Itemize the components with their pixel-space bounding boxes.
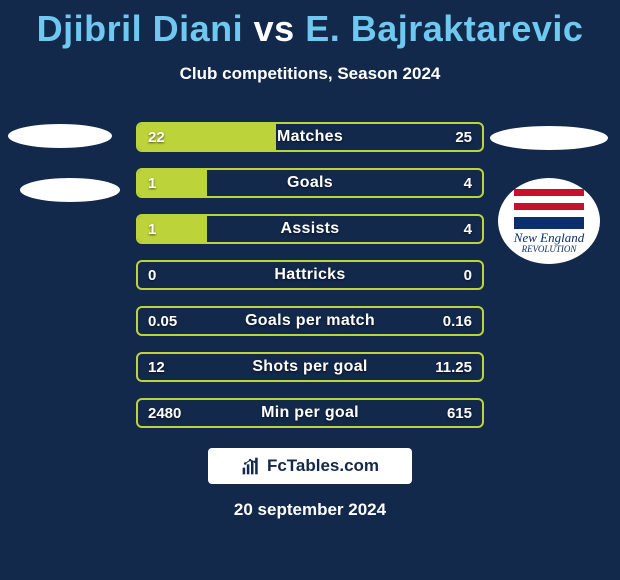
vs-label: vs: [254, 8, 295, 49]
page-title: Djibril Diani vs E. Bajraktarevic: [0, 0, 620, 50]
subtitle: Club competitions, Season 2024: [0, 64, 620, 84]
stat-row: 1Goals4: [136, 168, 484, 198]
stat-row: 0Hattricks0: [136, 260, 484, 290]
stat-label: Hattricks: [138, 262, 482, 288]
brand-label: FcTables.com: [267, 456, 379, 476]
stat-label: Goals per match: [138, 308, 482, 334]
team-logo-left-2: [20, 178, 120, 202]
stat-value-right: 25: [455, 124, 472, 150]
stat-label: Assists: [138, 216, 482, 242]
player2-name: E. Bajraktarevic: [305, 8, 583, 49]
stat-value-right: 615: [447, 400, 472, 426]
stat-value-right: 11.25: [435, 354, 472, 380]
revolution-flag-icon: [514, 189, 584, 229]
stat-label: Min per goal: [138, 400, 482, 426]
stat-label: Matches: [138, 124, 482, 150]
stat-value-right: 0: [464, 262, 472, 288]
stat-row: 22Matches25: [136, 122, 484, 152]
stat-row: 12Shots per goal11.25: [136, 352, 484, 382]
brand-badge: FcTables.com: [208, 448, 412, 484]
chart-icon: [241, 456, 261, 476]
stat-label: Goals: [138, 170, 482, 196]
stat-label: Shots per goal: [138, 354, 482, 380]
stat-row: 1Assists4: [136, 214, 484, 244]
stat-value-right: 0.16: [443, 308, 472, 334]
stat-row: 2480Min per goal615: [136, 398, 484, 428]
stat-value-right: 4: [464, 170, 472, 196]
team-logo-right-1: [490, 126, 608, 150]
date-label: 20 september 2024: [0, 500, 620, 520]
team-logo-left-1: [8, 124, 112, 148]
stat-row: 0.05Goals per match0.16: [136, 306, 484, 336]
player1-name: Djibril Diani: [37, 8, 244, 49]
team-sub-label: REVOLUTION: [522, 244, 577, 254]
team-logo-right-2: New England REVOLUTION: [498, 178, 600, 264]
comparison-chart: 22Matches25 1Goals4 1Assists4 0Hattricks0 0.…: [136, 122, 484, 444]
stat-value-right: 4: [464, 216, 472, 242]
